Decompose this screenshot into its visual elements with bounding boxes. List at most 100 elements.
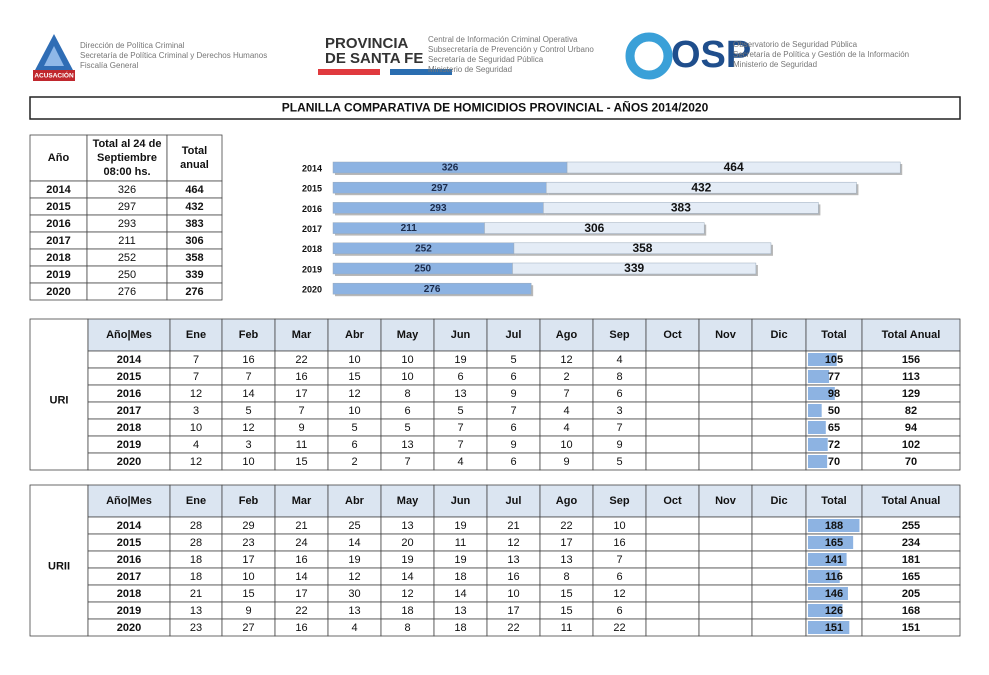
total-anual: 70	[905, 456, 917, 468]
month-value: 19	[454, 520, 466, 532]
month-value: 16	[295, 622, 307, 634]
total-bar	[808, 370, 830, 383]
total-bar	[808, 455, 828, 468]
month-value: 11	[296, 439, 307, 451]
column-header: May	[397, 329, 419, 341]
column-header: Nov	[715, 329, 737, 341]
column-header: Ago	[556, 329, 578, 341]
month-value: 13	[401, 520, 413, 532]
cell	[645, 401, 700, 420]
table-value: 2016	[46, 218, 70, 230]
year: 2018	[117, 422, 141, 434]
month-value: 6	[351, 439, 357, 451]
month-value: 4	[563, 422, 569, 434]
month-value: 18	[190, 571, 202, 583]
cell	[698, 384, 753, 403]
month-value: 4	[616, 354, 622, 366]
month-value: 10	[348, 354, 360, 366]
month-value: 15	[560, 605, 572, 617]
month-value: 6	[510, 371, 516, 383]
column-header: Jul	[506, 495, 522, 507]
month-value: 14	[348, 537, 360, 549]
cell	[698, 350, 753, 369]
cell	[751, 367, 807, 386]
table-value: 211	[118, 235, 136, 247]
logo-left-inner	[44, 46, 64, 66]
cell	[698, 452, 753, 471]
cell	[751, 550, 807, 569]
month-value: 15	[295, 456, 307, 468]
category-label: 2016	[302, 204, 322, 214]
total-value: 165	[825, 537, 843, 549]
month-value: 24	[295, 537, 307, 549]
cell	[87, 318, 171, 352]
month-value: 19	[348, 554, 360, 566]
total-anual: 255	[902, 520, 920, 532]
month-value: 3	[245, 439, 251, 451]
total-anual: 113	[902, 371, 920, 383]
column-header: Año	[48, 152, 70, 164]
table-value: 306	[185, 235, 203, 247]
table-value: 383	[185, 218, 203, 230]
cell	[169, 318, 223, 352]
year: 2016	[117, 554, 141, 566]
month-value: 4	[457, 456, 463, 468]
month-value: 19	[454, 354, 466, 366]
month-value: 16	[242, 354, 254, 366]
table-value: 252	[118, 252, 136, 264]
table-value: 2018	[46, 252, 70, 264]
cell	[645, 367, 700, 386]
cell	[698, 401, 753, 420]
month-value: 21	[507, 520, 519, 532]
table-value: 2020	[46, 286, 70, 298]
year: 2016	[117, 388, 141, 400]
total-bar	[808, 553, 847, 566]
month-value: 10	[242, 571, 254, 583]
month-value: 18	[454, 571, 466, 583]
month-value: 9	[510, 388, 516, 400]
cell	[698, 367, 753, 386]
total-anual: 129	[902, 388, 920, 400]
column-header: Total	[821, 329, 846, 341]
flag-red	[318, 69, 380, 75]
cell	[327, 484, 382, 518]
year: 2020	[117, 456, 141, 468]
region-label: URI	[50, 394, 69, 406]
cell	[433, 484, 488, 518]
data-label: 211	[401, 223, 418, 234]
total-anual: 151	[902, 622, 920, 634]
month-value: 5	[510, 354, 516, 366]
cell	[698, 484, 753, 518]
month-value: 29	[242, 520, 254, 532]
table-value: 2015	[46, 201, 70, 213]
year: 2014	[117, 354, 142, 366]
month-value: 9	[616, 439, 622, 451]
header-line: Secretaría de Seguridad Pública	[428, 55, 544, 64]
column-header: Ene	[186, 329, 206, 341]
month-value: 27	[242, 622, 254, 634]
cell	[645, 618, 700, 637]
header-line: Secretaría de Política Criminal y Derech…	[80, 51, 267, 60]
cell	[698, 601, 753, 620]
cell	[539, 484, 594, 518]
brand-line: PROVINCIA	[325, 35, 409, 52]
column-header: Dic	[770, 329, 787, 341]
column-header: Mar	[292, 329, 312, 341]
header-line: Ministerio de Seguridad	[733, 60, 817, 69]
month-value: 6	[510, 422, 516, 434]
header-line: Fiscalía General	[80, 61, 138, 70]
header-line: Observatorio de Seguridad Pública	[733, 40, 858, 49]
bar	[545, 181, 857, 194]
total-value: 105	[825, 354, 843, 366]
total-bar	[808, 604, 843, 617]
month-value: 3	[616, 405, 622, 417]
column-header: Dic	[770, 495, 787, 507]
month-value: 7	[404, 456, 410, 468]
month-value: 6	[616, 388, 622, 400]
year: 2019	[117, 439, 141, 451]
cell	[645, 516, 700, 535]
total-bar	[808, 387, 835, 400]
data-label: 383	[671, 201, 691, 215]
cell	[645, 452, 700, 471]
total-value: 141	[825, 554, 843, 566]
